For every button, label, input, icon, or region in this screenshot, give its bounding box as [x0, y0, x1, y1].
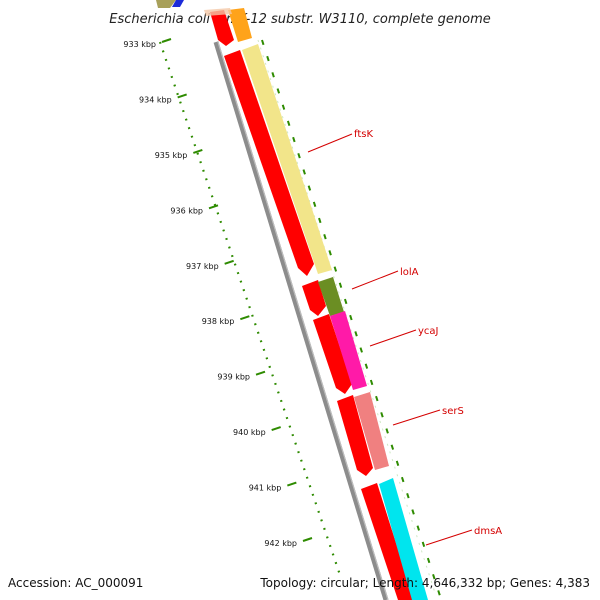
gene-bar-dmsa	[379, 478, 428, 600]
tick-mark	[255, 370, 266, 376]
tick-label: 941 kbp	[249, 484, 282, 493]
cds-arrow-ycaj	[313, 314, 352, 394]
tick-ring-dots	[158, 41, 342, 576]
label-ftsk: ftsK	[354, 129, 373, 140]
tick-label: 934 kbp	[139, 95, 172, 104]
gene-track	[242, 44, 428, 600]
cds-arrow-ftsk	[224, 50, 314, 276]
label-sers: serS	[442, 406, 464, 417]
tick-mark	[224, 259, 234, 265]
tick-label: 940 kbp	[233, 428, 266, 437]
partial-gene-peach	[204, 8, 232, 16]
outer-ring-faint	[257, 39, 437, 597]
tick-mark	[161, 38, 172, 43]
label-dmsa: dmsA	[474, 526, 502, 537]
leader-sers	[392, 409, 441, 426]
outer-ring-dots	[261, 39, 441, 597]
tick-mark	[208, 204, 219, 210]
tick-mark	[240, 315, 250, 321]
partial-feature-olive	[156, 0, 176, 8]
tick-mark	[287, 481, 297, 487]
cds-arrow-sers	[337, 395, 373, 476]
tick-mark	[271, 426, 281, 432]
gene-bar-ftsk	[242, 44, 332, 274]
genome-backbone	[213, 41, 389, 600]
leader-dmsa	[425, 529, 473, 546]
topology-summary: Topology: circular; Length: 4,646,332 bp…	[259, 576, 590, 590]
tick-label: 942 kbp	[264, 539, 297, 548]
label-lola: lolA	[400, 267, 419, 278]
cds-arrow-lola	[302, 280, 326, 316]
gene-bar-lola	[318, 277, 344, 316]
partial-gene-orange	[228, 8, 252, 42]
gene-bar-ycaj	[330, 311, 367, 390]
leader-lola	[351, 270, 399, 290]
leader-ycaj	[369, 329, 417, 347]
leader-ftsk	[307, 133, 353, 153]
accession-text: Accession: AC_000091	[8, 576, 143, 590]
tick-label: 938 kbp	[202, 317, 235, 326]
partial-feature-blue	[172, 0, 184, 7]
partial-cds-top	[210, 10, 234, 46]
tick-mark	[193, 148, 203, 154]
tick-label: 939 kbp	[217, 373, 250, 382]
tick-mark	[302, 537, 313, 542]
tick-label: 937 kbp	[186, 262, 219, 271]
tick-label: 936 kbp	[170, 206, 203, 215]
backbone-highlight	[217, 41, 389, 600]
label-ycaj: ycaJ	[418, 326, 439, 337]
tick-marks: 933 kbp 934 kbp 935 kbp 936 kbp 937 kbp 938 k…	[123, 38, 313, 548]
map-title: Escherichia coli str. K-12 substr. W3110…	[109, 12, 490, 27]
gene-labels: ftsK lolA ycaJ serS dmsA	[307, 129, 502, 546]
tick-label: 933 kbp	[123, 40, 156, 49]
tick-mark	[177, 93, 187, 99]
cds-arrow-dmsa	[361, 483, 414, 600]
tick-label: 935 kbp	[155, 151, 188, 160]
gene-bar-sers	[354, 392, 389, 470]
cds-track	[224, 50, 414, 600]
tick-ring: 933 kbp 934 kbp 935 kbp 936 kbp 937 kbp 938 k…	[123, 38, 342, 576]
